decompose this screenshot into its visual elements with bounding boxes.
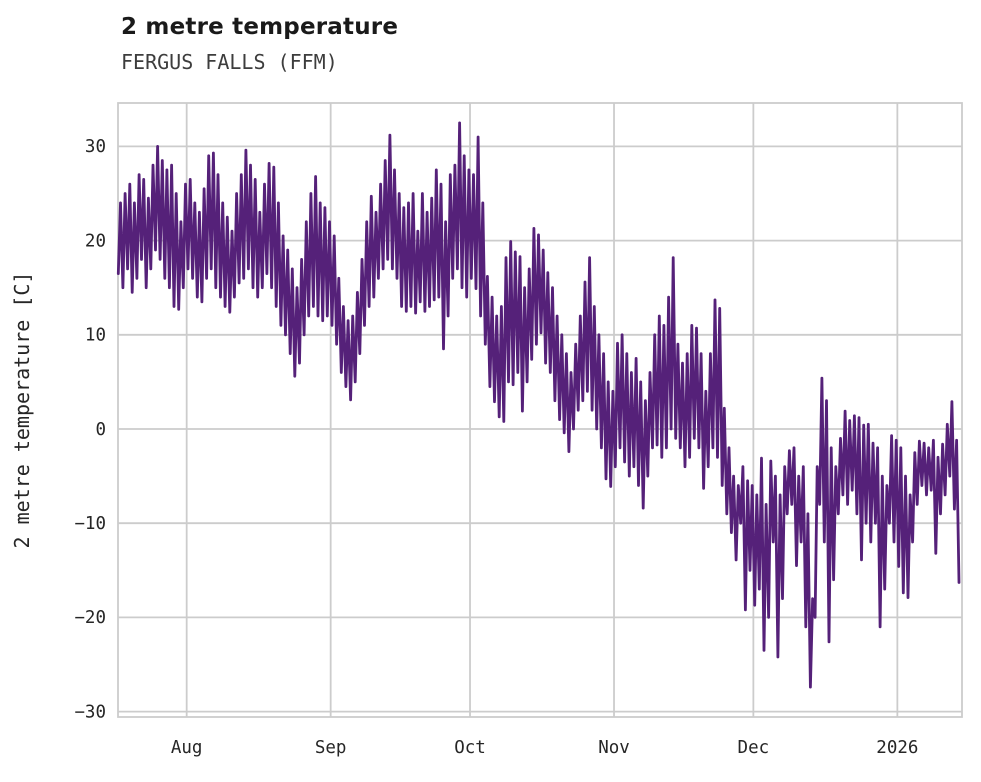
y-tick-label: −20 (74, 608, 106, 628)
x-tick-label: Aug (171, 738, 203, 758)
y-tick-label: −10 (74, 514, 106, 534)
y-tick-label: 10 (85, 326, 106, 346)
chart-subtitle: FERGUS FALLS (FFM) (121, 50, 338, 74)
x-tick-label: Nov (598, 738, 630, 758)
x-tick-label: Dec (738, 738, 770, 758)
y-tick-label: 30 (85, 137, 106, 157)
y-tick-label: 0 (95, 420, 106, 440)
x-tick-label: Sep (315, 738, 347, 758)
y-tick-label: −30 (74, 702, 106, 722)
temperature-series-line (116, 121, 961, 689)
y-tick-label: 20 (85, 231, 106, 251)
plot-border (117, 102, 963, 718)
x-tick-label: Oct (454, 738, 486, 758)
chart-title: 2 metre temperature (121, 14, 399, 40)
x-tick-label: 2026 (876, 738, 918, 758)
